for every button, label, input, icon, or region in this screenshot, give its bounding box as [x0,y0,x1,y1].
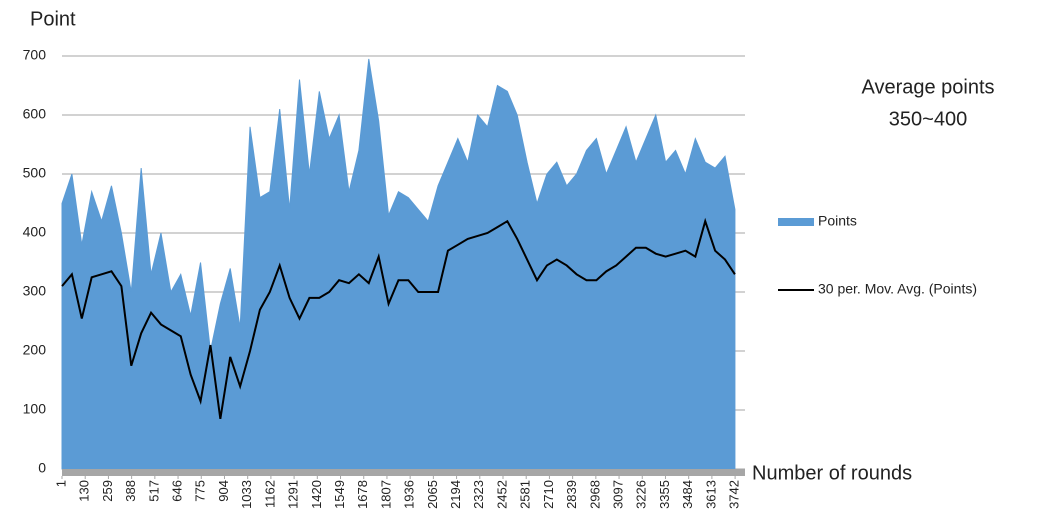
x-tick-label: 3484 [680,480,695,509]
x-tick-label: 3355 [657,480,672,509]
y-tick-label: 500 [23,165,47,181]
x-tick-label: 1678 [355,480,370,509]
y-axis-title: Point [30,8,76,30]
x-tick-label: 259 [100,480,115,502]
x-tick-label: 3613 [703,480,718,509]
x-tick-label: 2839 [564,480,579,509]
x-tick-label: 2710 [541,480,556,509]
x-tick-label: 1420 [309,480,324,509]
x-tick-label: 2452 [494,480,509,509]
x-tick-label: 2323 [471,480,486,509]
x-tick-label: 1291 [286,480,301,509]
x-tick-label: 775 [193,480,208,502]
legend-label: 30 per. Mov. Avg. (Points) [818,281,977,297]
x-tick-label: 3742 [727,480,742,509]
x-tick-label: 2968 [587,480,602,509]
moving-average-line [61,217,736,420]
x-tick-label: 2065 [425,480,440,509]
annotation: Average points [861,76,994,98]
x-tick-label: 3097 [610,480,625,509]
legend-label: Points [818,213,857,229]
y-tick-label: 200 [23,342,47,358]
y-tick-label: 300 [23,283,47,299]
x-tick-label: 646 [169,480,184,502]
x-tick-label: 1936 [402,480,417,509]
x-tick-label: 1033 [239,480,254,509]
x-tick-label: 3226 [634,480,649,509]
y-tick-label: 700 [23,47,47,63]
legend-swatch [778,218,814,226]
x-tick-label: 1807 [378,480,393,509]
x-tick-label: 2194 [448,480,463,509]
x-tick-label: 517 [146,480,161,502]
x-tick-label: 388 [123,480,138,502]
x-tick-label: 904 [216,480,231,502]
x-axis-band [62,469,745,476]
y-tick-label: 400 [23,224,47,240]
x-tick-label: 130 [77,480,92,502]
y-tick-label: 600 [23,106,47,122]
x-tick-label: 1549 [332,480,347,509]
x-tick-label: 2581 [518,480,533,509]
x-axis-title: Number of rounds [752,462,912,484]
y-tick-label: 0 [38,460,46,476]
annotation: 350~400 [889,108,967,130]
x-tick-label: 1 [53,480,68,487]
points-area [61,58,736,470]
y-tick-label: 100 [23,401,47,417]
x-tick-label: 1162 [262,480,277,508]
